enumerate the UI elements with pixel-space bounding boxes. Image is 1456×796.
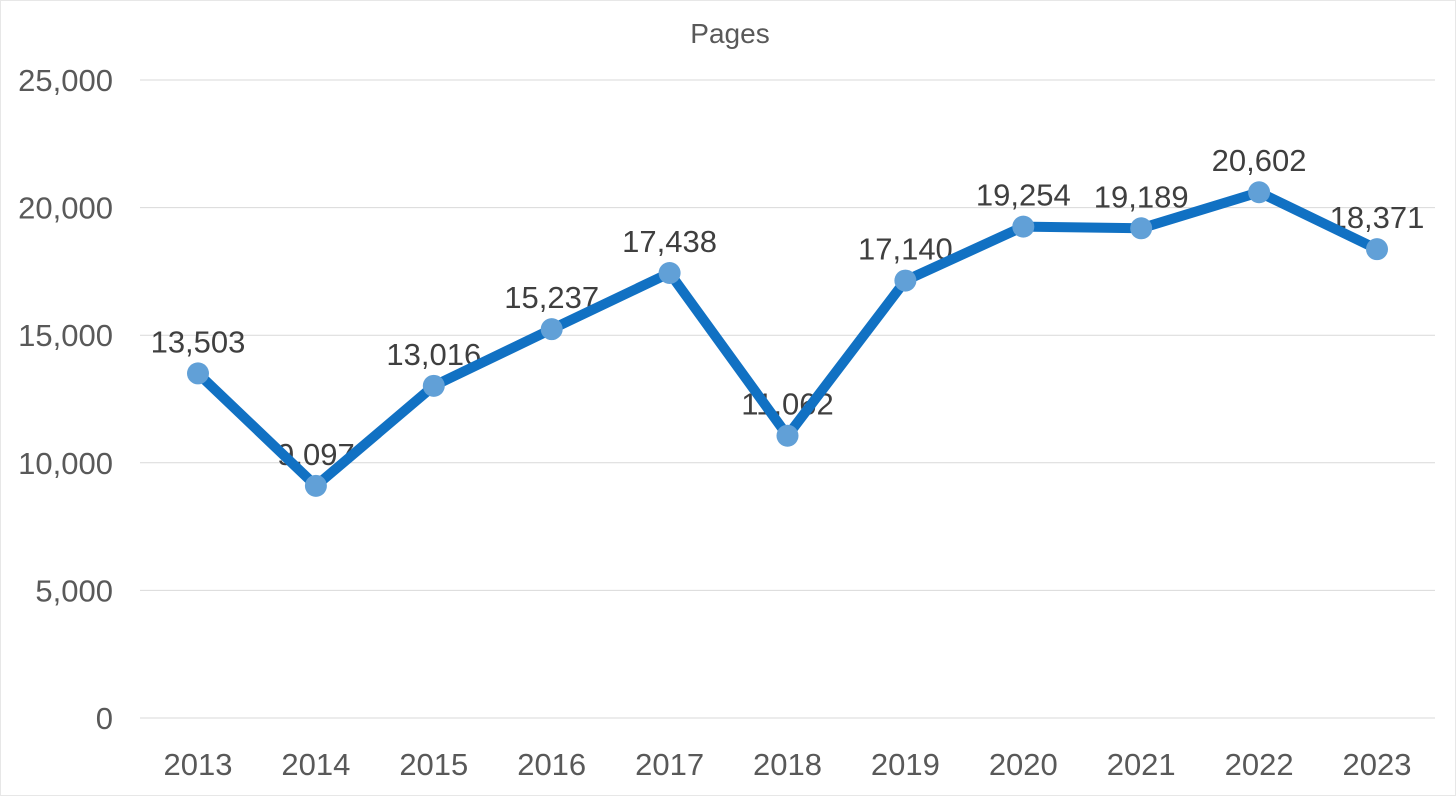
x-axis-label: 2021 — [1107, 747, 1176, 782]
x-axis-label: 2022 — [1225, 747, 1294, 782]
data-point-marker — [187, 362, 209, 385]
y-axis-labels: 0 5,000 10,000 15,000 20,000 25,000 — [18, 63, 113, 736]
marker-group — [187, 181, 1388, 497]
y-axis-label: 15,000 — [18, 318, 113, 353]
x-axis-labels: 2013 2014 2015 2016 2017 2018 2019 2020 2021 2022… — [164, 747, 1412, 782]
x-axis-label: 2017 — [635, 747, 704, 782]
x-axis-label: 2013 — [164, 747, 233, 782]
x-axis-label: 2014 — [281, 747, 350, 782]
data-labels: 13,5039,09713,01615,23717,43811,06217,14… — [151, 143, 1425, 472]
data-point-marker — [1130, 217, 1153, 240]
x-axis-label: 2019 — [871, 747, 940, 782]
data-label: 17,438 — [622, 224, 717, 259]
data-label: 19,189 — [1094, 179, 1189, 214]
x-axis-label: 2020 — [989, 747, 1058, 782]
gridlines — [140, 79, 1435, 719]
y-axis-label: 25,000 — [18, 63, 113, 98]
data-point-marker — [776, 424, 799, 447]
data-point-marker — [540, 318, 563, 341]
data-point-marker — [1248, 181, 1271, 204]
y-axis-label: 10,000 — [18, 446, 113, 481]
y-axis-label: 0 — [96, 701, 113, 736]
data-point-marker — [1012, 215, 1035, 238]
x-axis-label: 2018 — [753, 747, 822, 782]
x-axis-label: 2015 — [399, 747, 468, 782]
x-axis-label: 2016 — [517, 747, 586, 782]
data-point-marker — [422, 374, 445, 397]
data-point-marker — [658, 261, 681, 284]
data-label: 13,503 — [151, 324, 246, 359]
x-axis-label: 2023 — [1343, 747, 1412, 782]
data-point-marker — [304, 474, 327, 497]
data-label: 19,254 — [976, 178, 1071, 213]
data-point-marker — [894, 269, 917, 292]
data-label: 20,602 — [1212, 143, 1307, 178]
data-point-marker — [1366, 238, 1388, 261]
y-axis-label: 5,000 — [35, 573, 113, 608]
y-axis-label: 20,000 — [18, 191, 113, 226]
chart-title: Pages — [690, 18, 769, 49]
